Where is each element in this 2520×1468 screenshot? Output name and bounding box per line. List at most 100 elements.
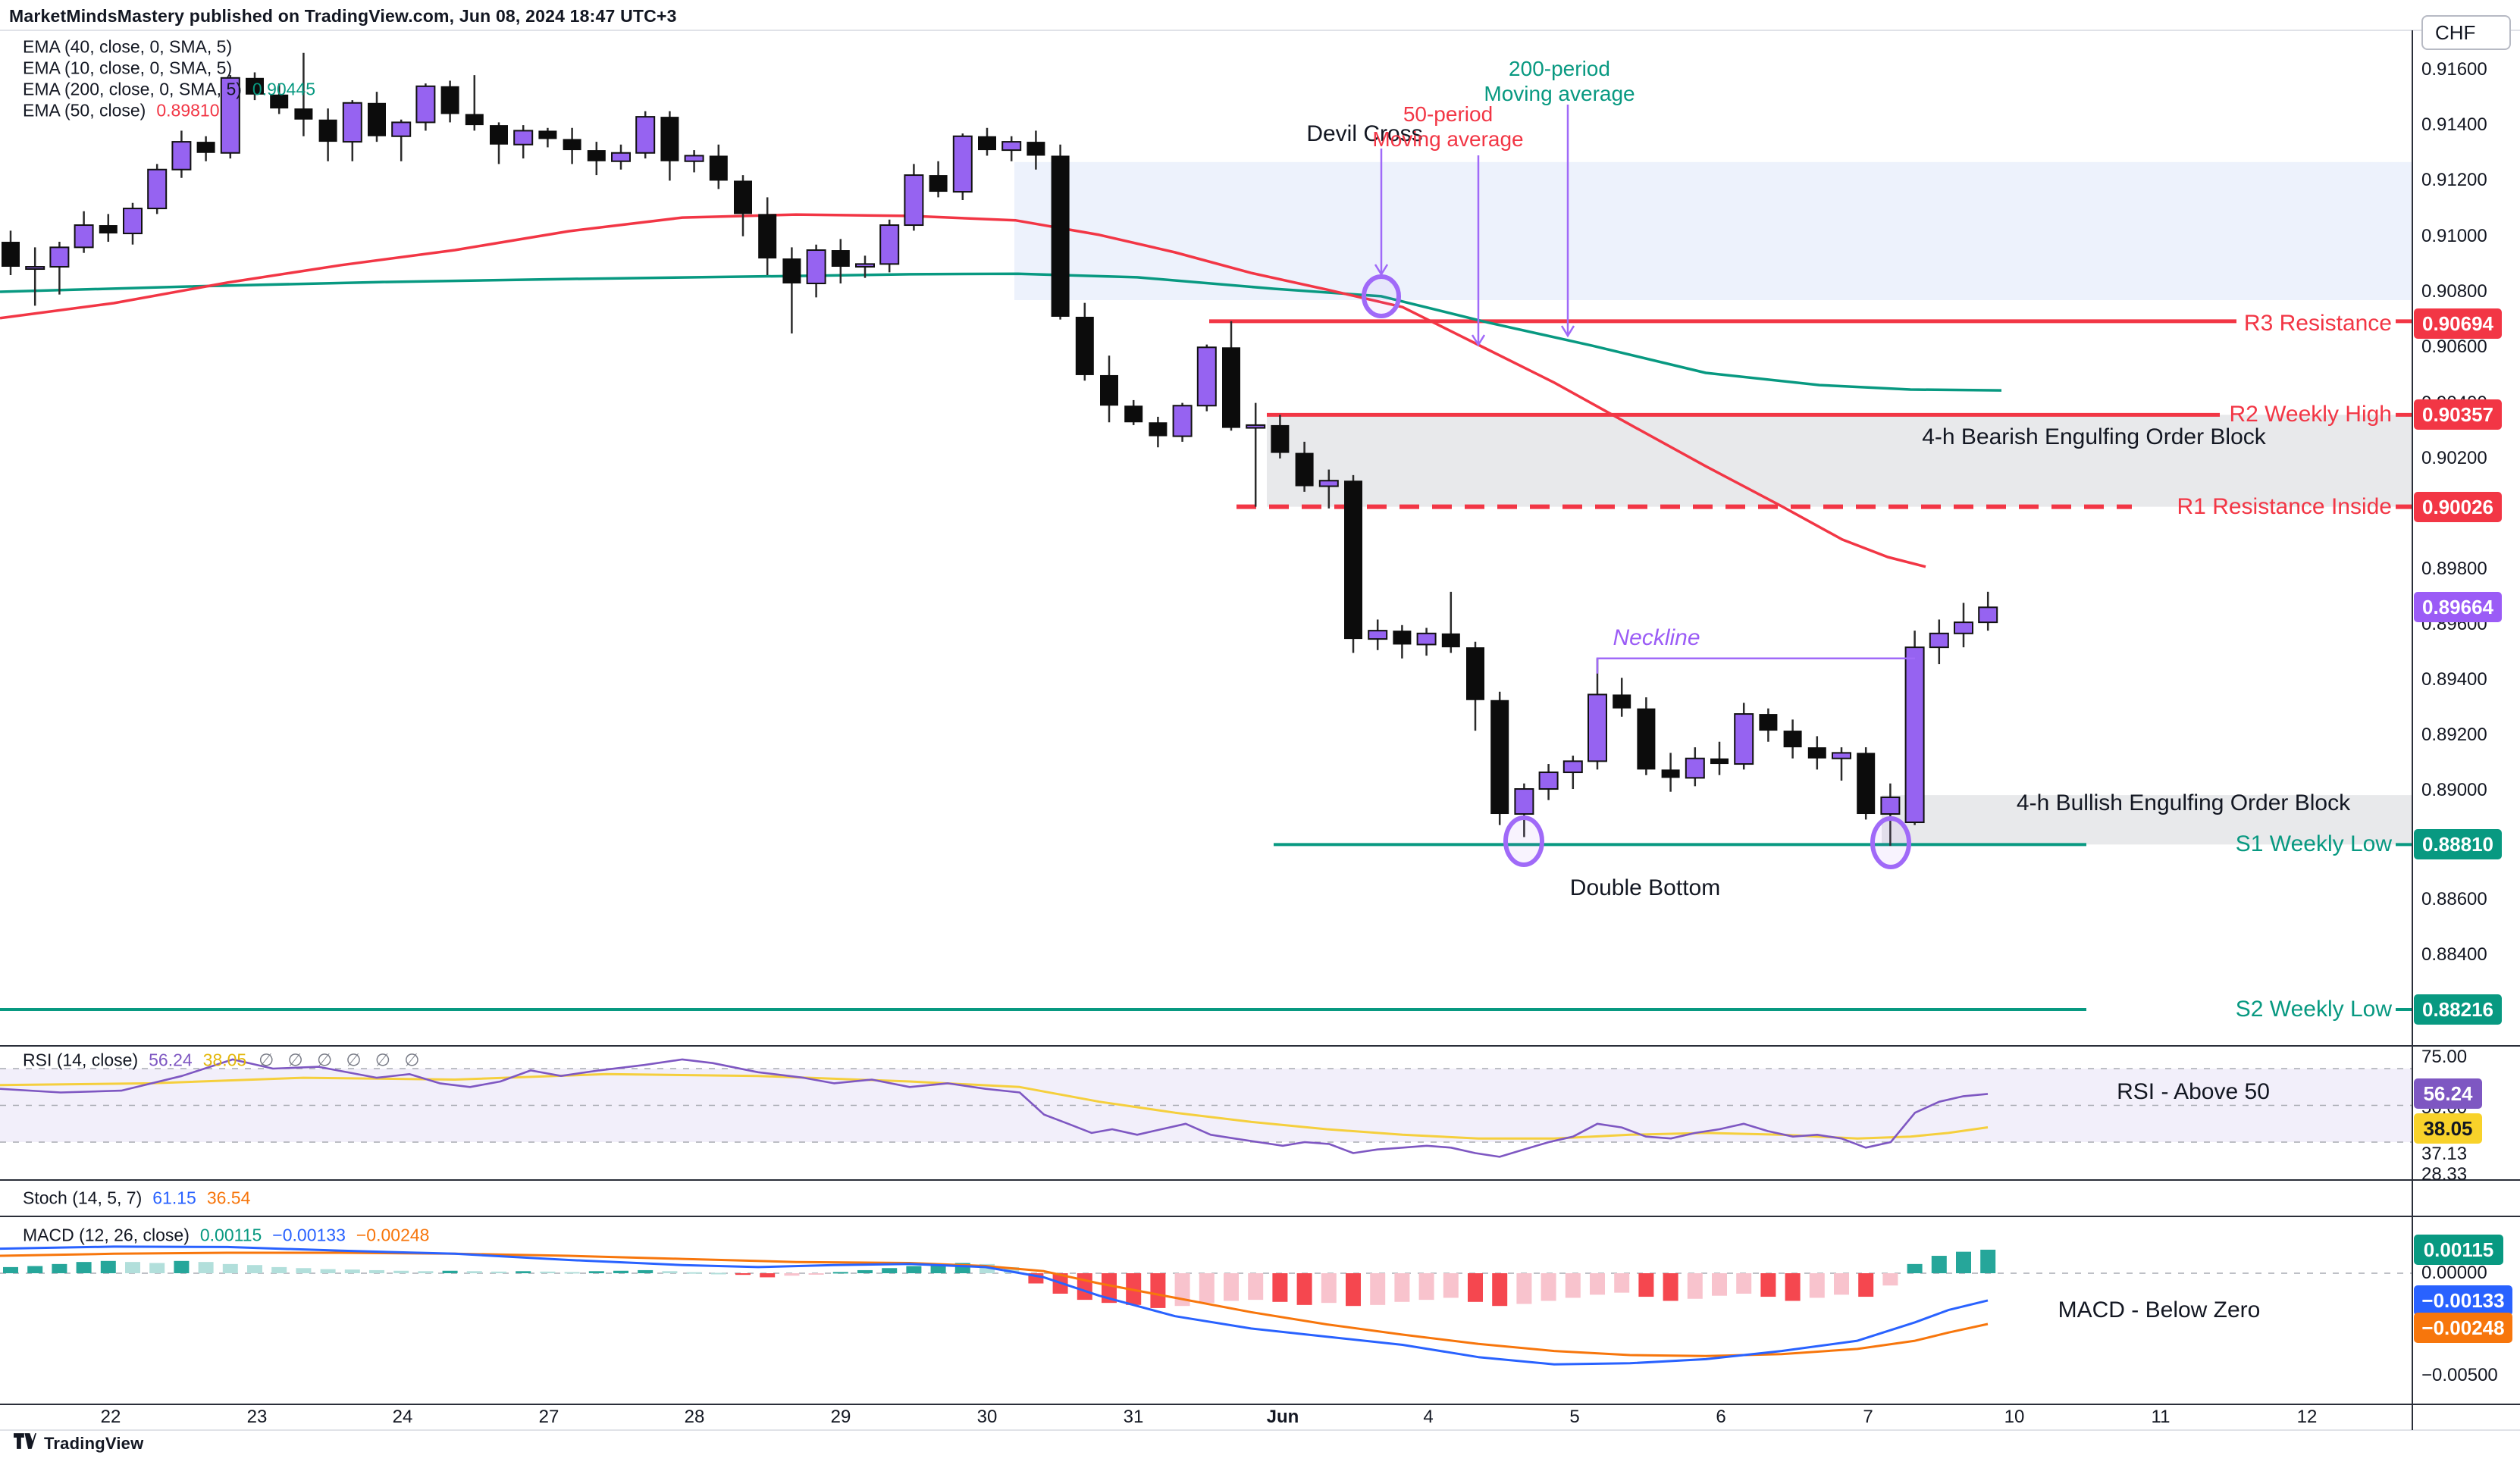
annotation-arrowhead-2 (1560, 325, 1575, 338)
macd-line[interactable] (0, 1245, 1989, 1366)
time-axis-label[interactable]: 24 (392, 1407, 413, 1427)
macd-hist-bar (100, 1260, 116, 1273)
double-bottom-circle-2[interactable] (1870, 816, 1911, 869)
axis-tick: 0.88400 (2421, 944, 2487, 965)
legend-stoch[interactable]: Stoch (14, 5, 7) 61.15 36.54 (23, 1188, 250, 1209)
candle-body (1857, 753, 1876, 815)
legend-rsi-value: 38.05 (202, 1050, 247, 1070)
candle-body (1710, 758, 1729, 765)
macd-hist-bar (686, 1272, 702, 1274)
candle-body (171, 141, 192, 171)
candle-body (123, 208, 143, 235)
time-axis-label[interactable]: 29 (830, 1407, 851, 1427)
legend-ema-3[interactable]: EMA (50, close) 0.89810 (23, 101, 219, 121)
macd-hist-bar (320, 1269, 336, 1273)
legend-ema-1[interactable]: EMA (10, close, 0, SMA, 5) (23, 58, 232, 79)
candle-body (465, 114, 484, 126)
time-axis-label[interactable]: 11 (2151, 1407, 2171, 1427)
macd-hist-bar (1736, 1273, 1752, 1294)
macd-hist-bar (1882, 1273, 1898, 1286)
time-axis-label[interactable]: 28 (684, 1407, 705, 1427)
candle-body (1344, 480, 1362, 640)
macd-hist-bar (1346, 1273, 1361, 1307)
macd-hist-bar (760, 1273, 776, 1278)
macd-hist-bar (1272, 1273, 1288, 1302)
level-label-s1-weekly-low: S1 Weekly Low (2235, 831, 2392, 856)
macd-hist-bar (906, 1266, 922, 1273)
legend-ema-3-value: 0.89810 (156, 100, 220, 121)
ema-200-line[interactable] (0, 272, 2002, 392)
macd-hist-bar (710, 1272, 726, 1275)
candle-body (1416, 632, 1437, 646)
time-axis-label[interactable]: 23 (246, 1407, 268, 1427)
time-axis-label[interactable]: Jun (1266, 1407, 1299, 1427)
candle-body (1246, 424, 1266, 429)
time-axis-label[interactable]: 5 (1569, 1407, 1580, 1427)
time-axis-label[interactable]: 31 (1123, 1407, 1144, 1427)
candle-body (1051, 155, 1070, 317)
annotation-arrowhead-1 (1471, 334, 1486, 347)
axis-price-badge: 0.88810 (2414, 829, 2502, 859)
candle-body (99, 225, 118, 234)
candle-body (1734, 713, 1754, 765)
legend-rsi-value: 56.24 (149, 1050, 193, 1070)
time-axis-label[interactable]: 6 (1716, 1407, 1726, 1427)
candle-body (806, 249, 826, 285)
macd-hist-bar (1077, 1273, 1092, 1301)
candle-body (1538, 772, 1559, 790)
macd-hist-bar (125, 1262, 140, 1273)
macd-hist-bar (784, 1273, 800, 1276)
legend-rsi-label: RSI (14, close) (23, 1050, 139, 1070)
annotation-arrowhead-0 (1374, 264, 1389, 277)
legend-rsi[interactable]: RSI (14, close) 56.24 38.05 ∅ ∅ ∅ ∅ ∅ ∅ (23, 1050, 424, 1071)
ema-50-line[interactable] (0, 213, 1926, 568)
macd-hist-bar (1296, 1273, 1312, 1305)
time-axis-label[interactable]: 27 (538, 1407, 559, 1427)
candle-body (587, 150, 606, 161)
macd-hist-bar (3, 1266, 18, 1273)
legend-ema-2[interactable]: EMA (200, close, 0, SMA, 5) 0.90445 (23, 80, 315, 100)
candle-body (74, 224, 94, 249)
candle-body (49, 246, 70, 268)
legend-macd[interactable]: MACD (12, 26, close) 0.00115 −0.00133 −0.00… (23, 1225, 429, 1246)
time-axis-label[interactable]: 7 (1863, 1407, 1873, 1427)
macd-hist-bar (1370, 1273, 1386, 1305)
time-axis-label[interactable]: 10 (2004, 1407, 2025, 1427)
axis-price-badge: 38.05 (2414, 1113, 2482, 1144)
annotation-bearish-order-block: 4-h Bearish Engulfing Order Block (1922, 424, 2266, 449)
level-label-r2-weekly-high: R2 Weekly High (2229, 402, 2392, 427)
legend-ema-0[interactable]: EMA (40, close, 0, SMA, 5) (23, 37, 232, 58)
axis-price-badge: 0.00115 (2414, 1235, 2503, 1265)
macd-hist-bar (1614, 1273, 1630, 1293)
candle-body (246, 77, 264, 95)
rsi-line[interactable] (0, 1058, 1989, 1158)
candle-body (1001, 141, 1022, 152)
macd-hist-bar (344, 1269, 360, 1273)
macd-hist-bar (1541, 1273, 1556, 1301)
rsi-ma-line[interactable] (0, 1072, 1989, 1140)
macd-hist-bar (1956, 1251, 1971, 1273)
neckline-line[interactable] (1596, 657, 1915, 674)
legend-ema-2-label: EMA (200, close, 0, SMA, 5) (23, 79, 242, 99)
time-axis-label[interactable]: 12 (2296, 1407, 2318, 1427)
currency-selector[interactable]: CHF (2421, 15, 2511, 50)
macd-hist-bar (808, 1273, 824, 1275)
double-bottom-circle-1[interactable] (1503, 815, 1544, 867)
time-axis-label[interactable]: 4 (1423, 1407, 1434, 1427)
candle-body (1637, 708, 1656, 770)
legend-ema-0-label: EMA (40, close, 0, SMA, 5) (23, 36, 233, 57)
candle-body (513, 130, 534, 146)
candle-body (490, 125, 508, 145)
macd-hist-bar (1516, 1273, 1532, 1304)
macd-hist-bar (271, 1266, 287, 1273)
macd-hist-bar (1321, 1273, 1337, 1304)
devil-cross-circle[interactable] (1362, 274, 1401, 318)
candle-body (1368, 630, 1388, 640)
time-axis-label[interactable]: 22 (100, 1407, 121, 1427)
legend-stoch-value: 61.15 (152, 1188, 196, 1208)
time-axis-label[interactable]: 30 (976, 1407, 998, 1427)
macd-hist-bar (1712, 1273, 1727, 1296)
macd-hist-bar (369, 1269, 384, 1273)
